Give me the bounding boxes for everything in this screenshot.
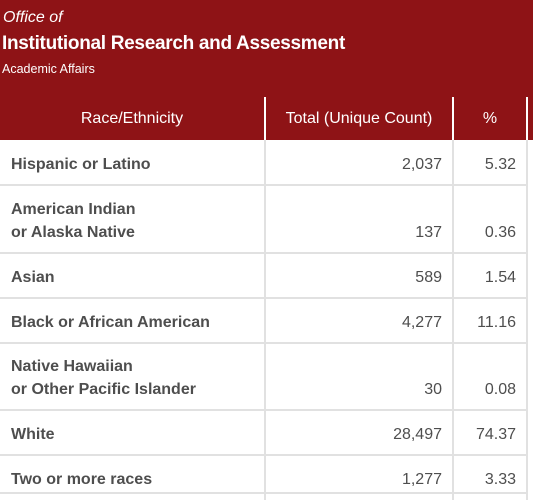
row-total: 137 bbox=[415, 224, 442, 241]
row-percent: 0.36 bbox=[484, 224, 516, 241]
row-percent: 74.37 bbox=[475, 426, 516, 443]
row-total: 1,277 bbox=[401, 471, 442, 488]
row-label: Black or African American bbox=[11, 314, 210, 331]
column-header-percent: % bbox=[482, 109, 498, 127]
row-label: or Alaska Native bbox=[11, 224, 135, 241]
office-title: Institutional Research and Assessment bbox=[2, 33, 345, 54]
table-row bbox=[0, 344, 528, 411]
table-row bbox=[0, 140, 528, 186]
table-row bbox=[0, 186, 528, 254]
header-divider bbox=[452, 97, 454, 140]
row-label: White bbox=[11, 426, 55, 443]
table-row bbox=[0, 411, 528, 456]
column-divider bbox=[264, 140, 266, 500]
office-subtitle: Academic Affairs bbox=[2, 62, 95, 76]
table-row bbox=[0, 299, 528, 344]
header-divider bbox=[264, 97, 266, 140]
row-label: American Indian bbox=[11, 201, 136, 218]
row-total: 589 bbox=[415, 269, 442, 286]
row-label: or Other Pacific Islander bbox=[11, 381, 196, 398]
table-row bbox=[0, 254, 528, 299]
row-label: Asian bbox=[11, 269, 55, 286]
row-percent: 5.32 bbox=[484, 156, 516, 173]
column-header-total: Total (Unique Count) bbox=[285, 109, 433, 127]
row-label: Two or more races bbox=[11, 471, 153, 488]
column-header-race: Race/Ethnicity bbox=[80, 109, 184, 127]
row-total: 2,037 bbox=[401, 156, 442, 173]
row-label: Native Hawaiian bbox=[11, 358, 133, 375]
table-bottom-border bbox=[0, 492, 528, 494]
table-right-border bbox=[526, 140, 528, 500]
row-total: 28,497 bbox=[393, 426, 442, 443]
row-percent: 1.54 bbox=[484, 269, 516, 286]
column-divider bbox=[452, 140, 454, 500]
row-percent: 0.08 bbox=[484, 381, 516, 398]
row-total: 4,277 bbox=[401, 314, 442, 331]
row-percent: 11.16 bbox=[477, 314, 516, 331]
row-label: Hispanic or Latino bbox=[11, 156, 151, 173]
row-percent: 3.33 bbox=[484, 471, 516, 488]
header-divider bbox=[526, 97, 528, 140]
office-of-label: Office of bbox=[3, 9, 63, 26]
row-total: 30 bbox=[424, 381, 442, 398]
header-banner: Office of Institutional Research and Ass… bbox=[0, 0, 533, 140]
